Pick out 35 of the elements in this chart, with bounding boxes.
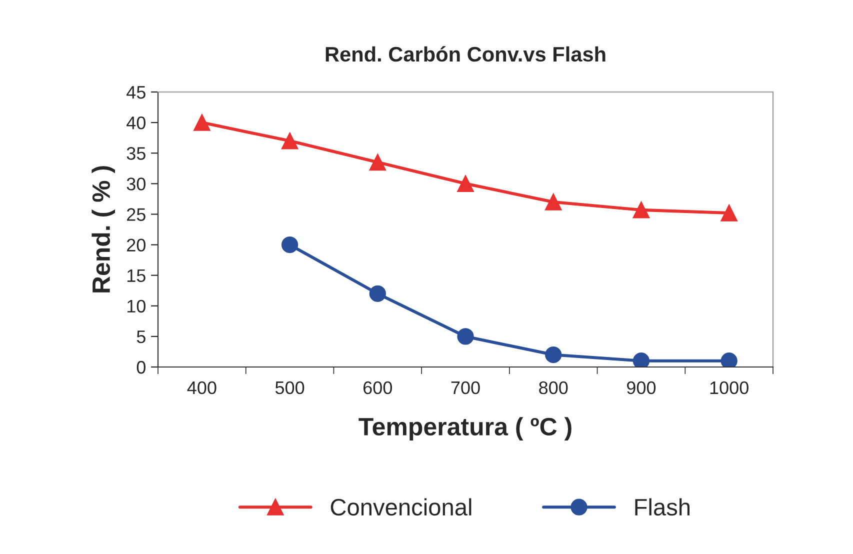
point	[281, 132, 298, 150]
chart-title: Rend. Carbón Conv.vs Flash	[326, 46, 606, 62]
y-tick-label: 20	[127, 238, 146, 252]
y-tick-label: 30	[126, 178, 146, 190]
y-tick-label: 10	[127, 300, 146, 313]
y-tick-label: 45	[126, 86, 146, 99]
point	[369, 154, 386, 171]
y-tick-label: 40	[126, 116, 146, 130]
x-tick-label: 1000	[710, 381, 748, 394]
x-tick-label: 600	[364, 381, 392, 394]
y-tick-label: 0	[136, 360, 146, 374]
point	[457, 328, 474, 345]
x-tick-label: 900	[627, 381, 656, 394]
point	[545, 194, 562, 210]
y-tick-label: 25	[127, 208, 146, 221]
y-tick-label: 35	[126, 147, 146, 160]
legend-label: Flash	[635, 498, 690, 516]
point	[194, 114, 210, 131]
legend-label: Convencional	[330, 498, 472, 516]
point	[720, 204, 738, 222]
y-tick-label: 5	[136, 330, 146, 344]
point	[545, 346, 562, 364]
point	[720, 352, 738, 367]
x-tick-label: 800	[539, 381, 568, 394]
x-tick-label: 700	[451, 381, 480, 394]
point	[632, 352, 650, 367]
x-axis-title: Temperatura ( ºC )	[358, 417, 572, 440]
point	[457, 175, 474, 192]
x-tick-label: 400	[187, 381, 216, 394]
point	[281, 236, 298, 254]
point	[632, 202, 650, 218]
x-tick-label: 500	[275, 381, 304, 394]
point	[369, 285, 386, 302]
y-axis-title: Rend. ( % )	[92, 166, 115, 292]
y-tick-label: 15	[127, 269, 146, 282]
